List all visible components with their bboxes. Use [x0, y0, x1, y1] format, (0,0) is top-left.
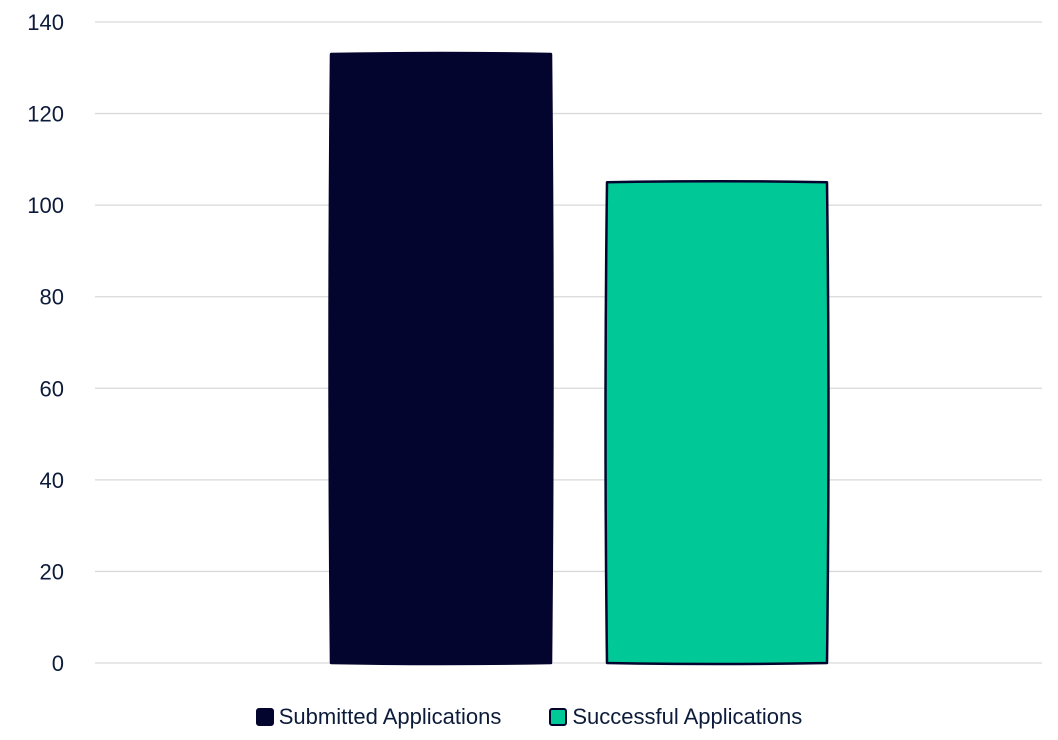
y-tick-label: 0	[52, 651, 64, 676]
legend-item-successful: Successful Applications	[549, 704, 802, 730]
legend-label-submitted: Submitted Applications	[278, 704, 502, 729]
legend: Submitted Applications Successful Applic…	[0, 704, 1058, 730]
y-axis-ticks: 0 20 40 60 80 100 120 140	[27, 10, 64, 676]
legend-swatch-submitted	[255, 708, 274, 726]
y-tick-label: 40	[40, 468, 64, 493]
y-tick-label: 120	[27, 102, 64, 127]
y-tick-label: 80	[40, 285, 64, 310]
bar-successful-applications	[604, 180, 830, 666]
gridlines	[95, 21, 1042, 664]
bar-submitted-applications	[328, 51, 554, 666]
bar-chart-plot: 0 20 40 60 80 100 120 140	[27, 10, 1042, 676]
bars	[328, 51, 830, 666]
y-tick-label: 20	[40, 559, 64, 584]
y-tick-label: 60	[40, 376, 64, 401]
y-tick-label: 140	[27, 10, 64, 35]
legend-label-successful: Successful Applications	[572, 704, 803, 729]
y-tick-label: 100	[27, 193, 64, 218]
legend-swatch-successful	[549, 708, 568, 726]
legend-item-submitted: Submitted Applications	[255, 704, 502, 730]
